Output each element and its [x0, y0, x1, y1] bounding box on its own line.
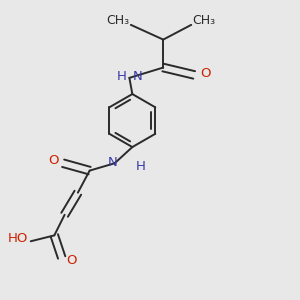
Text: N: N — [132, 70, 142, 83]
Text: CH₃: CH₃ — [106, 14, 129, 27]
Text: CH₃: CH₃ — [193, 14, 216, 27]
Text: O: O — [66, 254, 76, 267]
Text: O: O — [48, 154, 59, 167]
Text: O: O — [200, 67, 211, 80]
Text: N: N — [107, 156, 117, 169]
Text: H: H — [117, 70, 126, 83]
Text: HO: HO — [8, 232, 28, 245]
Text: H: H — [135, 160, 145, 173]
